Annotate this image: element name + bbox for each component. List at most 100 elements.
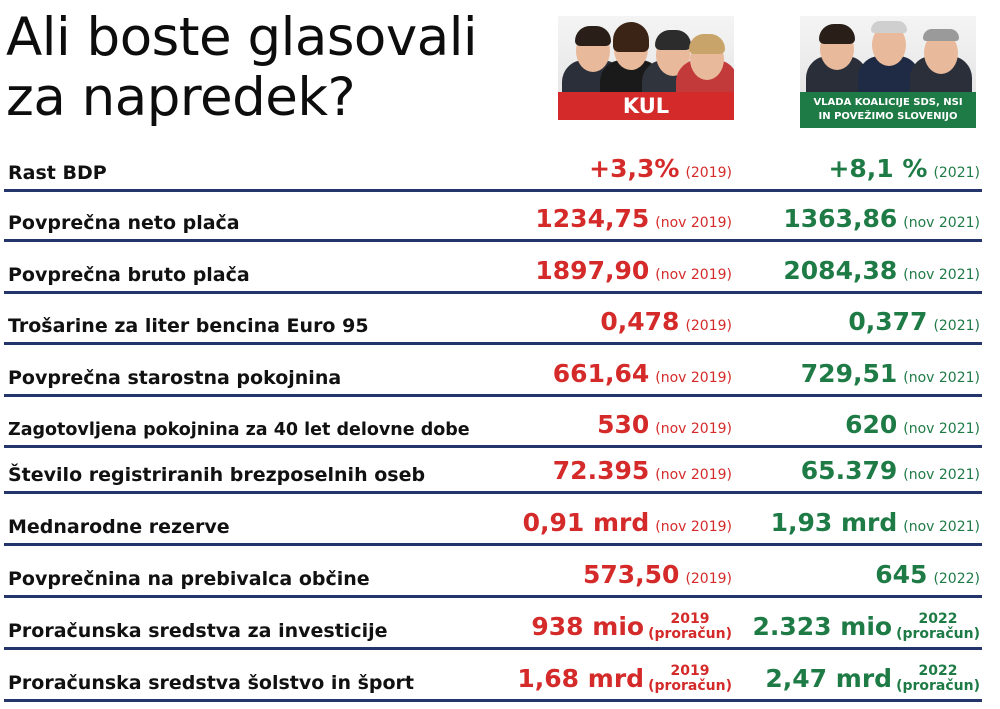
row-label: Mednarodne rezerve [8, 516, 230, 538]
government-value: 729,51 (nov 2021) [801, 359, 980, 389]
value-note: (nov 2019) [655, 519, 732, 535]
table-row: Povprečna starostna pokojnina 661,64 (nov … [0, 345, 1000, 397]
person-figure [806, 16, 868, 92]
value-period: 2019 (proračun) [648, 612, 732, 642]
person-figure [676, 16, 734, 96]
value-year: 2019 [670, 611, 710, 627]
value-period: 2022 (proračun) [896, 664, 980, 694]
row-label: Število registriranih brezposelnih oseb [8, 464, 426, 486]
government-value: 2.323 mio 2022 (proračun) [752, 612, 980, 642]
kul-value: 72.395 (nov 2019) [553, 456, 732, 486]
title-line-1: Ali boste glasovali [6, 7, 478, 68]
value-number: 1234,75 [535, 204, 650, 233]
value-note: (nov 2021) [903, 467, 980, 483]
table-row: Rast BDP +3,3% (2019) +8,1 % (2021) [0, 140, 1000, 192]
value-note: (proračun) [648, 626, 732, 642]
value-note: (2021) [933, 318, 980, 334]
row-divider [4, 491, 982, 494]
kul-politicians-photo [558, 16, 734, 96]
row-divider [4, 189, 982, 192]
value-note: (nov 2019) [655, 267, 732, 283]
value-number: 0,91 mrd [522, 508, 650, 537]
row-divider [4, 291, 982, 294]
kul-value: 1897,90 (nov 2019) [535, 256, 732, 286]
government-value: 0,377 (2021) [848, 307, 980, 337]
row-divider [4, 543, 982, 546]
government-value: 2084,38 (nov 2021) [783, 256, 980, 286]
value-number: 72.395 [552, 456, 650, 485]
government-label-line-1: VLADA KOALICIJE SDS, NSI [813, 97, 963, 108]
value-period: 2019 (proračun) [648, 664, 732, 694]
table-row: Povprečnina na prebivalca občine 573,50 (2… [0, 546, 1000, 598]
value-period: 2022 (proračun) [896, 612, 980, 642]
value-number: 65.379 [800, 456, 898, 485]
government-value: 1363,86 (nov 2021) [783, 204, 980, 234]
value-number: 645 [875, 560, 928, 589]
row-label: Rast BDP [8, 162, 107, 184]
government-value: 2,47 mrd 2022 (proračun) [765, 664, 980, 694]
government-value: 645 (2022) [875, 560, 980, 590]
row-divider [4, 394, 982, 397]
value-note: (proračun) [896, 678, 980, 694]
value-number: 620 [845, 410, 898, 439]
person-figure [642, 16, 704, 96]
kul-value: 661,64 (nov 2019) [553, 359, 732, 389]
value-note: (nov 2021) [903, 370, 980, 386]
government-label-line-2: IN POVEŽIMO SLOVENIJO [818, 111, 958, 122]
kul-value: 1,68 mrd 2019 (proračun) [517, 664, 732, 694]
value-note: (2019) [685, 571, 732, 587]
value-number: 0,478 [600, 307, 680, 336]
value-note: (2021) [933, 165, 980, 181]
value-note: (proračun) [896, 626, 980, 642]
row-label: Proračunska sredstva za investicije [8, 620, 388, 642]
value-note: (2019) [685, 318, 732, 334]
person-figure [910, 16, 972, 92]
value-note: (2019) [685, 165, 732, 181]
kul-value: 573,50 (2019) [583, 560, 732, 590]
kul-value: 938 mio 2019 (proračun) [531, 612, 732, 642]
value-number: 2.323 mio [752, 612, 893, 641]
value-number: 661,64 [552, 359, 650, 388]
table-row: Mednarodne rezerve 0,91 mrd (nov 2019) 1,93… [0, 494, 1000, 546]
government-column-label: VLADA KOALICIJE SDS, NSI IN POVEŽIMO SLO… [800, 92, 976, 128]
value-number: 938 mio [531, 612, 645, 641]
row-label: Trošarine za liter bencina Euro 95 [8, 315, 369, 337]
row-divider [4, 239, 982, 242]
title-line-2: za napredek? [6, 67, 356, 128]
table-row: Zagotovljena pokojnina za 40 let delovne… [0, 396, 1000, 448]
kul-value: 530 (nov 2019) [597, 410, 732, 440]
row-divider [4, 342, 982, 345]
row-divider [4, 595, 982, 598]
value-number: 1897,90 [535, 256, 650, 285]
value-number: 530 [597, 410, 650, 439]
value-note: (nov 2019) [655, 421, 732, 437]
row-label: Povprečna neto plača [8, 212, 240, 234]
value-number: 729,51 [800, 359, 898, 388]
row-label: Povprečna bruto plača [8, 264, 250, 286]
row-divider [4, 445, 982, 448]
value-number: 1363,86 [783, 204, 898, 233]
value-number: +3,3% [589, 154, 680, 183]
row-label: Zagotovljena pokojnina za 40 let delovne… [8, 420, 470, 440]
government-value: 620 (nov 2021) [845, 410, 980, 440]
row-divider [4, 647, 982, 650]
kul-value: 0,478 (2019) [600, 307, 732, 337]
table-row: Trošarine za liter bencina Euro 95 0,478 (… [0, 293, 1000, 345]
value-year: 2022 [918, 611, 958, 627]
kul-value: 1234,75 (nov 2019) [535, 204, 732, 234]
government-value: +8,1 % (2021) [828, 154, 980, 184]
row-label: Proračunska sredstva šolstvo in šport [8, 672, 415, 694]
government-value: 1,93 mrd (nov 2021) [771, 508, 980, 538]
table-row: Povprečna bruto plača 1897,90 (nov 2019) 20… [0, 242, 1000, 294]
value-note: (2022) [933, 571, 980, 587]
value-number: 2084,38 [783, 256, 898, 285]
row-label: Povprečna starostna pokojnina [8, 367, 342, 389]
value-number: 0,377 [848, 307, 928, 336]
value-number: 1,93 mrd [770, 508, 898, 537]
kul-value: +3,3% (2019) [589, 154, 732, 184]
table-row: Proračunska sredstva za investicije 938 m… [0, 598, 1000, 650]
value-note: (nov 2019) [655, 370, 732, 386]
row-divider [4, 699, 982, 702]
value-year: 2022 [918, 663, 958, 679]
table-row: Število registriranih brezposelnih oseb 7… [0, 442, 1000, 494]
